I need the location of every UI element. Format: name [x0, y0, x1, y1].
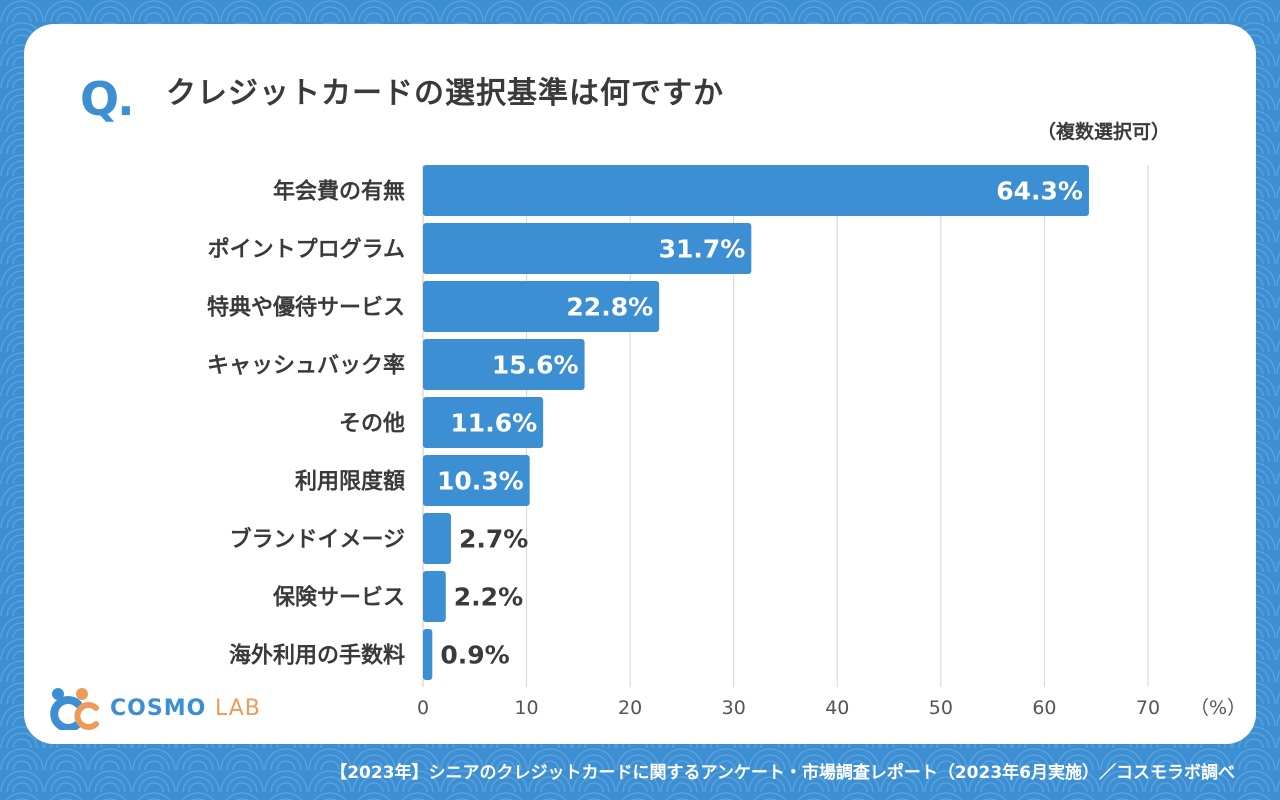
category-label: ブランドイメージ	[229, 527, 405, 553]
logo-text-sub: LAB	[214, 695, 261, 721]
data-label: 22.8%	[566, 293, 653, 322]
category-label: その他	[339, 412, 405, 437]
bar	[423, 165, 1089, 216]
category-label: 特典や優待サービス	[207, 295, 405, 321]
bar	[423, 281, 660, 332]
bar	[423, 513, 451, 564]
category-label: ポイントプログラム	[208, 237, 405, 263]
chart-title: クレジットカードの選択基準は何ですか	[166, 76, 724, 111]
cosmo-lab-logo: COSMO LAB	[48, 686, 261, 730]
category-label: 利用限度額	[295, 469, 405, 495]
category-label: 海外利用の手数料	[229, 643, 405, 669]
category-label: 年会費の有無	[273, 179, 405, 205]
data-label: 0.9%	[440, 641, 509, 670]
source-footer: 【2023年】シニアのクレジットカードに関するアンケート・市場調査レポート（20…	[330, 763, 1235, 783]
x-tick-label: 40	[825, 697, 849, 719]
x-tick-label: 70	[1136, 697, 1160, 719]
data-label: 2.7%	[459, 525, 528, 554]
x-tick-label: 60	[1032, 697, 1056, 719]
logo-text-main: COSMO	[110, 695, 207, 721]
question-mark: Q.	[80, 72, 135, 126]
x-tick-label: 10	[514, 697, 538, 719]
data-label: 15.6%	[492, 351, 579, 380]
data-label: 2.2%	[454, 583, 523, 612]
data-label: 64.3%	[996, 177, 1083, 206]
x-tick-label: 50	[929, 697, 953, 719]
bar	[423, 397, 544, 448]
x-tick-label: 20	[618, 697, 642, 719]
logo-mark-icon	[50, 688, 99, 730]
chart-card	[24, 24, 1256, 744]
category-label: 保険サービス	[272, 586, 405, 611]
bar	[423, 339, 585, 390]
bar	[423, 223, 752, 274]
data-label: 11.6%	[450, 409, 537, 438]
x-tick-label: 0	[417, 697, 429, 719]
bar	[423, 571, 446, 622]
x-tick-label: 30	[722, 697, 746, 719]
bar	[423, 455, 530, 506]
multiple-choice-note: （複数選択可）	[1036, 121, 1170, 143]
data-label: 31.7%	[659, 235, 746, 264]
x-unit-label: （%）	[1190, 697, 1246, 719]
data-label: 10.3%	[437, 467, 524, 496]
category-label: キャッシュバック率	[207, 353, 405, 379]
bar	[423, 629, 433, 680]
